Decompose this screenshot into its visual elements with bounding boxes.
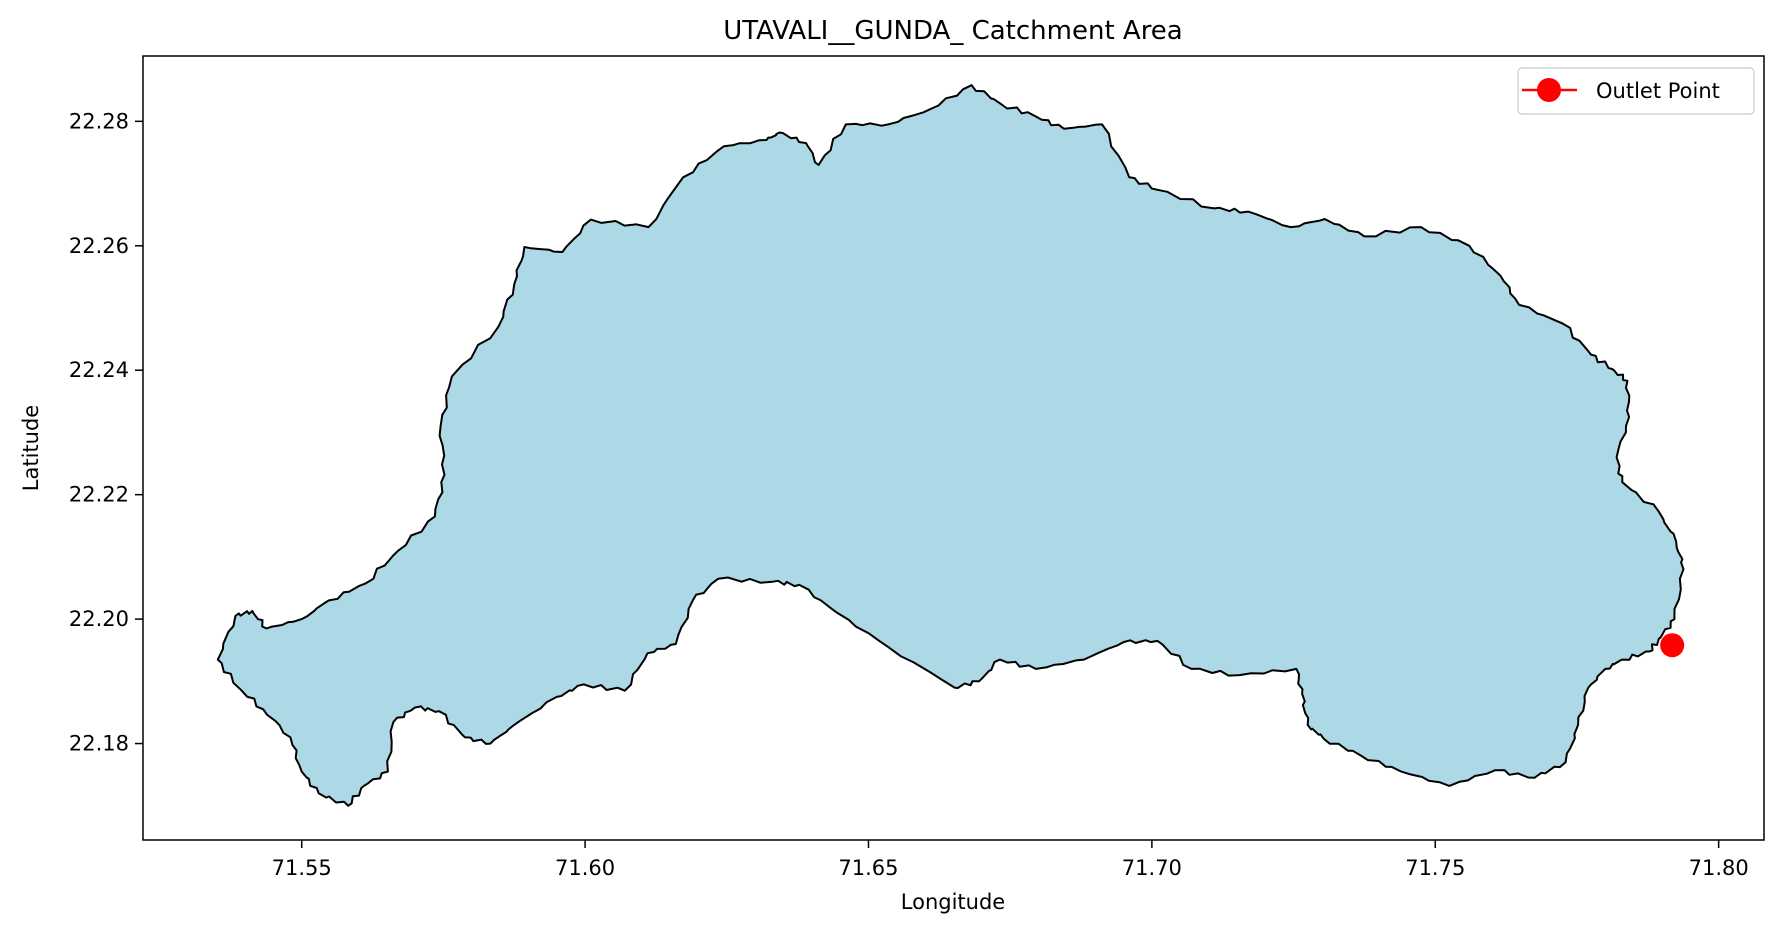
catchment-polygon [216, 84, 1685, 807]
y-tick-label: 22.22 [69, 483, 129, 507]
map-title: UTAVALI__GUNDA_ Catchment Area [723, 16, 1182, 46]
plot-area [216, 84, 1685, 807]
x-tick-label: 71.80 [1689, 856, 1749, 880]
y-tick-label: 22.18 [69, 732, 129, 756]
x-tick-label: 71.60 [555, 856, 615, 880]
y-tick-label: 22.20 [69, 607, 129, 631]
x-tick-label: 71.55 [272, 856, 332, 880]
y-axis-label: Latitude [19, 405, 43, 491]
x-tick-label: 71.75 [1405, 856, 1465, 880]
legend-label-outlet-point: Outlet Point [1596, 79, 1720, 103]
x-axis-label: Longitude [901, 890, 1005, 914]
legend-box [1517, 67, 1755, 115]
y-tick-label: 22.26 [69, 234, 129, 258]
x-tick-label: 71.70 [1122, 856, 1182, 880]
y-tick-label: 22.24 [69, 358, 129, 382]
axes-frame [142, 55, 1765, 841]
legend-marker [1537, 78, 1561, 102]
x-axis-ticks: 71.55 71.60 71.65 71.70 71.75 71.80 [272, 840, 1749, 880]
legend: Outlet Point [1517, 67, 1755, 115]
outlet-point-marker [1660, 633, 1685, 658]
x-tick-label: 71.65 [838, 856, 898, 880]
y-axis-ticks: 22.18 22.20 22.22 22.24 22.26 22.28 [69, 109, 143, 756]
y-tick-label: 22.28 [69, 109, 129, 133]
